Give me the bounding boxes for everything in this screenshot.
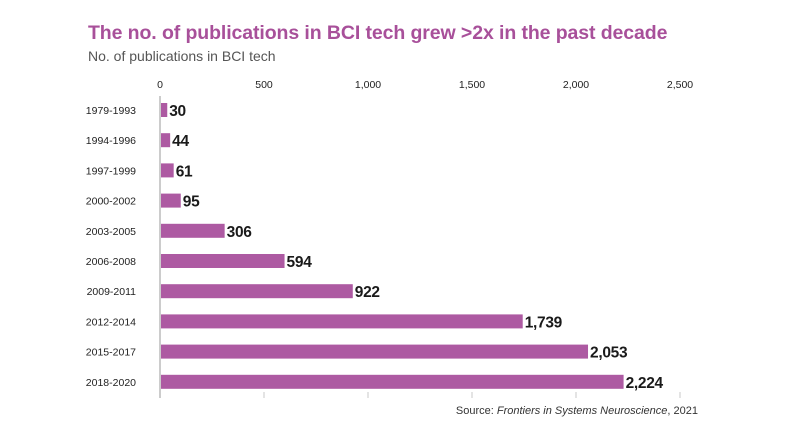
- x-tick-label: 0: [157, 79, 163, 91]
- bar: [161, 103, 168, 117]
- x-tick-label: 2,500: [667, 79, 693, 91]
- category-label: 2015-2017: [86, 347, 136, 359]
- bar: [161, 223, 225, 238]
- bar: [161, 374, 624, 389]
- x-tick-label: 2,000: [563, 79, 589, 91]
- category-label: 2018-2020: [86, 377, 136, 389]
- x-tick-label: 500: [255, 79, 273, 91]
- bar: [161, 284, 353, 299]
- value-label: 1,739: [525, 314, 563, 331]
- chart-subtitle: No. of publications in BCI tech: [88, 48, 276, 64]
- value-label: 95: [183, 194, 200, 211]
- bar: [161, 133, 171, 148]
- source-prefix: Source:: [455, 405, 497, 417]
- value-label: 922: [355, 284, 380, 301]
- source-suffix: , 2021: [667, 405, 698, 417]
- category-label: 2012-2014: [86, 316, 136, 328]
- value-label: 2,053: [590, 345, 628, 362]
- x-tick-label: 1,000: [355, 79, 381, 91]
- category-label: 2009-2011: [87, 286, 137, 298]
- value-label: 30: [169, 103, 186, 120]
- category-label: 1979-1993: [86, 105, 136, 117]
- bar: [161, 193, 181, 208]
- value-label: 44: [172, 133, 189, 150]
- category-label: 1994-1996: [86, 135, 136, 147]
- bar: [161, 344, 589, 359]
- bar: [161, 163, 174, 178]
- value-label: 594: [287, 254, 313, 271]
- source-note: Source: Frontiers in Systems Neuroscienc…: [456, 405, 698, 417]
- source-name: Frontiers in Systems Neuroscience: [496, 405, 668, 417]
- bar: [161, 254, 285, 268]
- category-label: 1997-1999: [86, 165, 136, 177]
- bar: [161, 314, 523, 329]
- chart-title: The no. of publications in BCI tech grew…: [88, 22, 668, 44]
- x-tick-label: 1,500: [459, 79, 485, 91]
- category-label: 2000-2002: [86, 196, 136, 208]
- value-label: 2,224: [626, 375, 664, 392]
- category-label: 2003-2005: [86, 226, 136, 238]
- category-label: 2006-2008: [86, 256, 136, 268]
- value-label: 61: [176, 163, 193, 180]
- value-label: 306: [227, 224, 253, 241]
